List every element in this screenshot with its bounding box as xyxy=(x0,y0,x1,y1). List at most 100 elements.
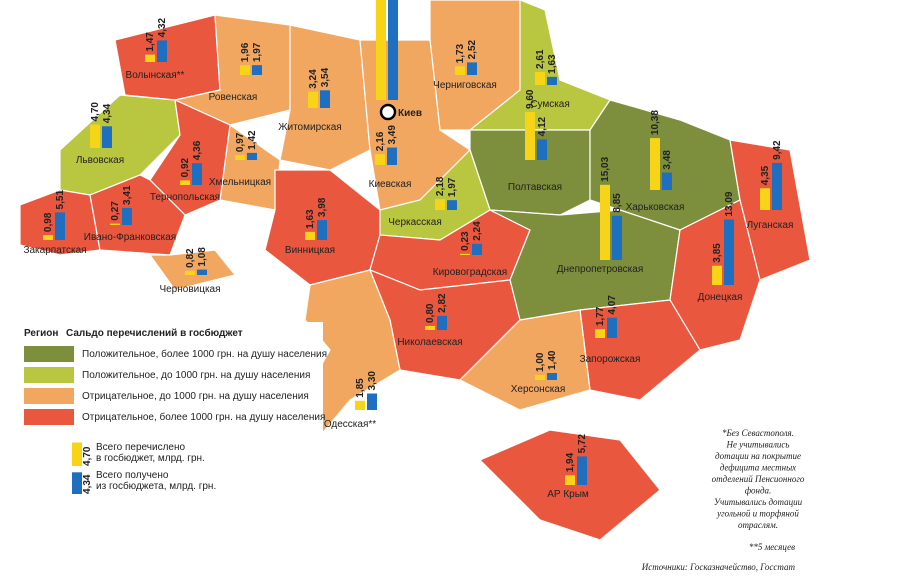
bar xyxy=(547,373,557,380)
value-label: 10,38 xyxy=(650,110,661,135)
region-area xyxy=(89,174,186,256)
region-area xyxy=(148,249,237,291)
value-label: 4,36 xyxy=(192,140,203,160)
value-label: 2,24 xyxy=(472,221,483,241)
bar xyxy=(435,199,445,210)
region-name: Кировоградская xyxy=(433,267,507,278)
note: *Без Севастополя. xyxy=(722,428,794,438)
value-label: 0,97 xyxy=(235,132,246,152)
region-name: АР Крым xyxy=(547,489,589,500)
region-name: Винницкая xyxy=(285,245,335,256)
bar xyxy=(712,265,722,285)
legend-label: Положительное, более 1000 грн. на душу н… xyxy=(82,348,327,360)
legend-swatch xyxy=(24,388,74,404)
value-label: 4,07 xyxy=(607,295,618,315)
value-label: 1,77 xyxy=(595,306,606,326)
note: фонда. xyxy=(745,486,772,496)
bar xyxy=(537,139,547,160)
value-label: 2,18 xyxy=(435,176,446,196)
region-name: Тернопольская xyxy=(150,192,220,203)
bar xyxy=(240,65,250,75)
bar xyxy=(185,270,195,275)
region-area xyxy=(458,309,591,411)
region-name: Одесская** xyxy=(324,419,376,430)
region-name: Луганская xyxy=(747,220,794,231)
bar xyxy=(535,375,545,380)
bar xyxy=(102,126,112,148)
value-label: 1,08 xyxy=(197,247,208,267)
bar xyxy=(387,147,397,165)
region-name: Запорожская xyxy=(580,354,641,365)
bar xyxy=(122,207,132,225)
bar xyxy=(472,243,482,255)
value-label: 0,80 xyxy=(425,303,436,323)
value-label: 2,16 xyxy=(375,131,386,151)
region-name: Полтавская xyxy=(508,182,562,193)
value-label: 9,42 xyxy=(772,140,783,160)
value-label: 1,97 xyxy=(447,177,458,197)
region-name: Днепропетровская xyxy=(557,264,644,275)
bar xyxy=(447,200,457,210)
bar xyxy=(388,0,398,100)
bar xyxy=(197,269,207,275)
key-value: 4,34 xyxy=(82,474,93,494)
region-name: Волынская** xyxy=(126,70,185,81)
value-label: 1,73 xyxy=(455,43,466,63)
value-label: 3,85 xyxy=(712,243,723,263)
note: отделений Пенсионного xyxy=(712,474,805,484)
key-value: 4,70 xyxy=(82,446,93,466)
value-label: 0,23 xyxy=(460,231,471,251)
bar xyxy=(662,172,672,190)
key-bar xyxy=(72,472,82,494)
bar xyxy=(145,54,155,62)
bar xyxy=(600,184,610,260)
note: Учитывались дотации xyxy=(714,497,803,507)
note: дефицита местных xyxy=(720,463,796,473)
bar xyxy=(317,220,327,240)
value-label: 13,09 xyxy=(724,191,735,216)
bar xyxy=(535,71,545,85)
value-label: 3,49 xyxy=(387,125,398,145)
bar xyxy=(772,162,782,210)
bar xyxy=(525,112,535,160)
bar xyxy=(607,317,617,338)
bar xyxy=(547,76,557,85)
value-label: 8,85 xyxy=(612,193,623,213)
sources: Источники: Госказначейство, Госстат xyxy=(641,562,796,572)
value-label: 5,51 xyxy=(55,190,66,210)
bar xyxy=(455,66,465,75)
value-label: 1,94 xyxy=(565,452,576,472)
bar xyxy=(650,138,660,190)
key-label: из госбюджета, млрд. грн. xyxy=(96,480,216,492)
value-label: 3,24 xyxy=(308,69,319,89)
region-name: Житомирская xyxy=(278,122,341,133)
legend-label: Отрицательное, более 1000 грн. на душу н… xyxy=(82,411,325,423)
bar xyxy=(376,0,386,100)
note: угольной и торфяной xyxy=(716,509,799,519)
key-bar xyxy=(72,442,82,466)
legend-title: Сальдо перечислений в госбюджет xyxy=(66,327,243,339)
value-label: 3,48 xyxy=(662,150,673,170)
region-name: Ровенская xyxy=(209,92,258,103)
region-name: Черновицкая xyxy=(159,284,220,295)
region-name: Ивано-Франковская xyxy=(84,232,176,243)
bar xyxy=(247,152,257,160)
value-label: 4,70 xyxy=(90,102,101,122)
value-label: 1,42 xyxy=(247,130,258,150)
key-label: Всего перечислено xyxy=(96,442,185,453)
value-label: 0,27 xyxy=(110,201,121,221)
value-label: 3,98 xyxy=(317,197,328,217)
bar xyxy=(110,223,120,225)
region-name: Закарпатская xyxy=(23,245,86,256)
legend-swatch xyxy=(24,409,74,425)
value-label: 1,63 xyxy=(305,209,316,229)
value-label: 4,12 xyxy=(537,116,548,136)
region-name: Черниговская xyxy=(433,80,497,91)
bar xyxy=(252,65,262,75)
bar xyxy=(308,91,318,108)
region-name: Сумская xyxy=(530,99,570,110)
value-label: 1,00 xyxy=(535,352,546,372)
footnote: **5 месяцев xyxy=(749,542,795,552)
region-name: Киевская xyxy=(369,179,412,190)
